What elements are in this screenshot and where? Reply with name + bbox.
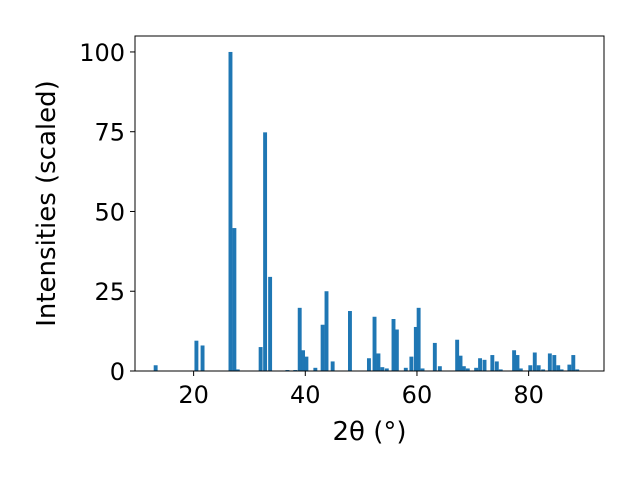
y-tick-label: 75 [94, 119, 125, 147]
bar-series [153, 51, 580, 371]
bar [536, 365, 541, 371]
bar [301, 350, 306, 371]
y-tick-label: 50 [94, 198, 125, 226]
bar [552, 355, 557, 371]
x-tick-label: 40 [290, 381, 321, 409]
bar [532, 352, 537, 371]
bar [372, 316, 377, 371]
bar [478, 358, 483, 371]
bar [324, 291, 329, 371]
bar [541, 369, 546, 371]
bar [559, 369, 564, 371]
bar [465, 368, 470, 371]
bar [200, 345, 205, 371]
bar [567, 364, 572, 371]
x-axis: 20 40 60 80 [178, 371, 544, 409]
bar [416, 307, 421, 371]
bar [575, 369, 580, 371]
bar [494, 361, 499, 371]
x-tick-label: 20 [178, 381, 209, 409]
bar [258, 347, 263, 371]
bar [232, 228, 237, 371]
bar [556, 365, 561, 371]
bar [235, 369, 240, 371]
bar [420, 368, 425, 371]
bar [194, 340, 199, 371]
x-axis-label: 2θ (°) [332, 417, 406, 447]
bar [547, 353, 552, 371]
bar [490, 355, 495, 371]
bar [528, 365, 533, 371]
bar [297, 307, 302, 371]
bar [153, 365, 158, 371]
bar [348, 311, 352, 371]
bar [228, 51, 233, 371]
bar [391, 319, 396, 371]
bar [263, 132, 268, 371]
bar [512, 350, 517, 371]
plot-frame [134, 35, 605, 372]
bar [380, 367, 385, 371]
y-tick-label: 100 [79, 39, 125, 67]
bar [518, 368, 523, 371]
bar [498, 369, 503, 371]
bar [330, 361, 335, 371]
bar [313, 367, 318, 371]
x-tick-label: 80 [513, 381, 544, 409]
bar [409, 356, 414, 371]
bar [458, 355, 463, 371]
bar [437, 366, 442, 371]
bar [384, 368, 389, 371]
y-axis-label: Intensities (scaled) [32, 80, 62, 327]
y-tick-label: 25 [94, 278, 125, 306]
bar [304, 356, 309, 371]
bar [394, 329, 399, 371]
x-tick-label: 60 [402, 381, 433, 409]
y-tick-label: 0 [110, 358, 125, 386]
bar [515, 355, 520, 371]
bar [413, 326, 418, 371]
bar [432, 342, 437, 371]
bar [455, 339, 460, 371]
bar [482, 359, 487, 371]
bar [571, 355, 576, 371]
y-axis: 0 25 50 75 100 [79, 39, 135, 386]
bar [403, 367, 408, 371]
bar [376, 353, 381, 371]
bar [474, 367, 479, 371]
bar [366, 358, 371, 371]
bar [320, 324, 325, 371]
bar [461, 366, 466, 371]
bar [268, 276, 273, 371]
